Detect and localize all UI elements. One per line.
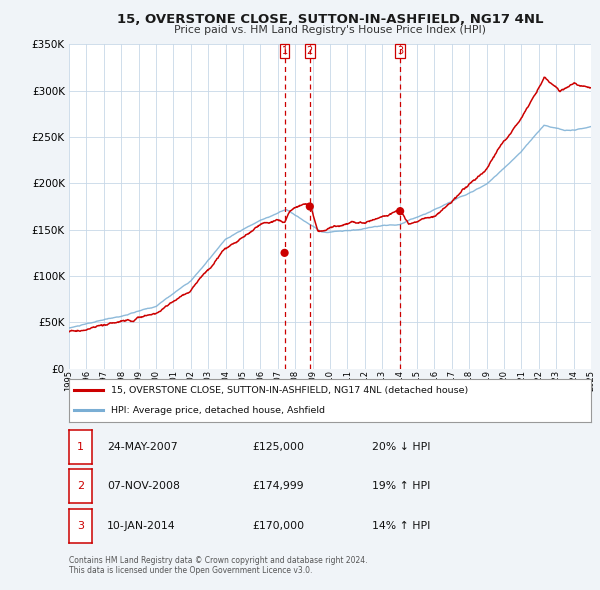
Text: 15, OVERSTONE CLOSE, SUTTON-IN-ASHFIELD, NG17 4NL (detached house): 15, OVERSTONE CLOSE, SUTTON-IN-ASHFIELD,…: [111, 386, 468, 395]
Text: 3: 3: [397, 46, 403, 56]
Text: 2: 2: [307, 46, 313, 56]
Text: 24-MAY-2007: 24-MAY-2007: [107, 442, 178, 451]
Text: Price paid vs. HM Land Registry's House Price Index (HPI): Price paid vs. HM Land Registry's House …: [174, 25, 486, 35]
Point: [395, 206, 405, 216]
Text: 19% ↑ HPI: 19% ↑ HPI: [372, 481, 430, 491]
Point: [305, 202, 314, 211]
Text: 3: 3: [77, 521, 84, 530]
Text: 15, OVERSTONE CLOSE, SUTTON-IN-ASHFIELD, NG17 4NL: 15, OVERSTONE CLOSE, SUTTON-IN-ASHFIELD,…: [117, 13, 543, 26]
Text: 1: 1: [281, 46, 287, 56]
Point: [280, 248, 289, 258]
Text: Contains HM Land Registry data © Crown copyright and database right 2024.
This d: Contains HM Land Registry data © Crown c…: [69, 556, 367, 575]
Text: 10-JAN-2014: 10-JAN-2014: [107, 521, 175, 530]
Text: 2: 2: [77, 481, 84, 491]
Text: 1: 1: [77, 442, 84, 451]
Text: HPI: Average price, detached house, Ashfield: HPI: Average price, detached house, Ashf…: [111, 406, 325, 415]
Text: £170,000: £170,000: [252, 521, 304, 530]
Text: 20% ↓ HPI: 20% ↓ HPI: [372, 442, 431, 451]
Text: 14% ↑ HPI: 14% ↑ HPI: [372, 521, 430, 530]
Text: £174,999: £174,999: [252, 481, 304, 491]
Text: £125,000: £125,000: [252, 442, 304, 451]
Text: 07-NOV-2008: 07-NOV-2008: [107, 481, 179, 491]
